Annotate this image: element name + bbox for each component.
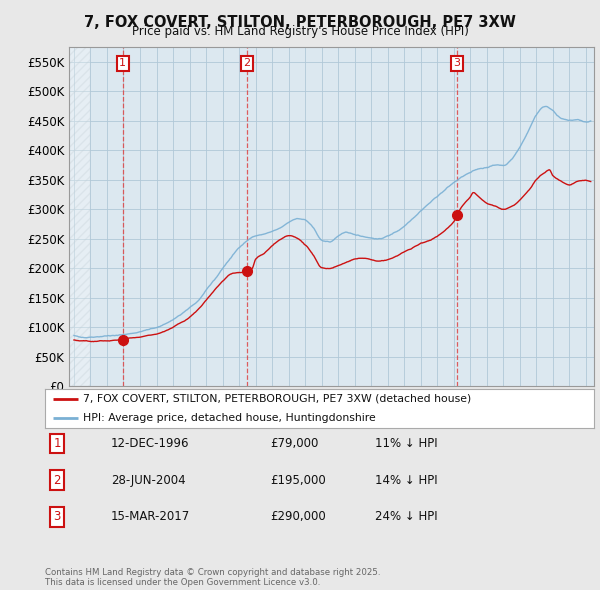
Text: 7, FOX COVERT, STILTON, PETERBOROUGH, PE7 3XW: 7, FOX COVERT, STILTON, PETERBOROUGH, PE… xyxy=(84,15,516,30)
Text: £290,000: £290,000 xyxy=(270,510,326,523)
Text: 1: 1 xyxy=(119,58,126,68)
Text: 3: 3 xyxy=(454,58,461,68)
Text: 15-MAR-2017: 15-MAR-2017 xyxy=(111,510,190,523)
Text: 2: 2 xyxy=(244,58,251,68)
Text: £79,000: £79,000 xyxy=(270,437,319,450)
Text: 12-DEC-1996: 12-DEC-1996 xyxy=(111,437,190,450)
Text: £195,000: £195,000 xyxy=(270,474,326,487)
Text: HPI: Average price, detached house, Huntingdonshire: HPI: Average price, detached house, Hunt… xyxy=(83,413,376,423)
Text: Contains HM Land Registry data © Crown copyright and database right 2025.
This d: Contains HM Land Registry data © Crown c… xyxy=(45,568,380,587)
Text: Price paid vs. HM Land Registry's House Price Index (HPI): Price paid vs. HM Land Registry's House … xyxy=(131,25,469,38)
Text: 14% ↓ HPI: 14% ↓ HPI xyxy=(375,474,437,487)
Text: 24% ↓ HPI: 24% ↓ HPI xyxy=(375,510,437,523)
Text: 3: 3 xyxy=(53,510,61,523)
Text: 11% ↓ HPI: 11% ↓ HPI xyxy=(375,437,437,450)
Text: 7, FOX COVERT, STILTON, PETERBOROUGH, PE7 3XW (detached house): 7, FOX COVERT, STILTON, PETERBOROUGH, PE… xyxy=(83,394,472,404)
Text: 2: 2 xyxy=(53,474,61,487)
Text: 1: 1 xyxy=(53,437,61,450)
Text: 28-JUN-2004: 28-JUN-2004 xyxy=(111,474,185,487)
